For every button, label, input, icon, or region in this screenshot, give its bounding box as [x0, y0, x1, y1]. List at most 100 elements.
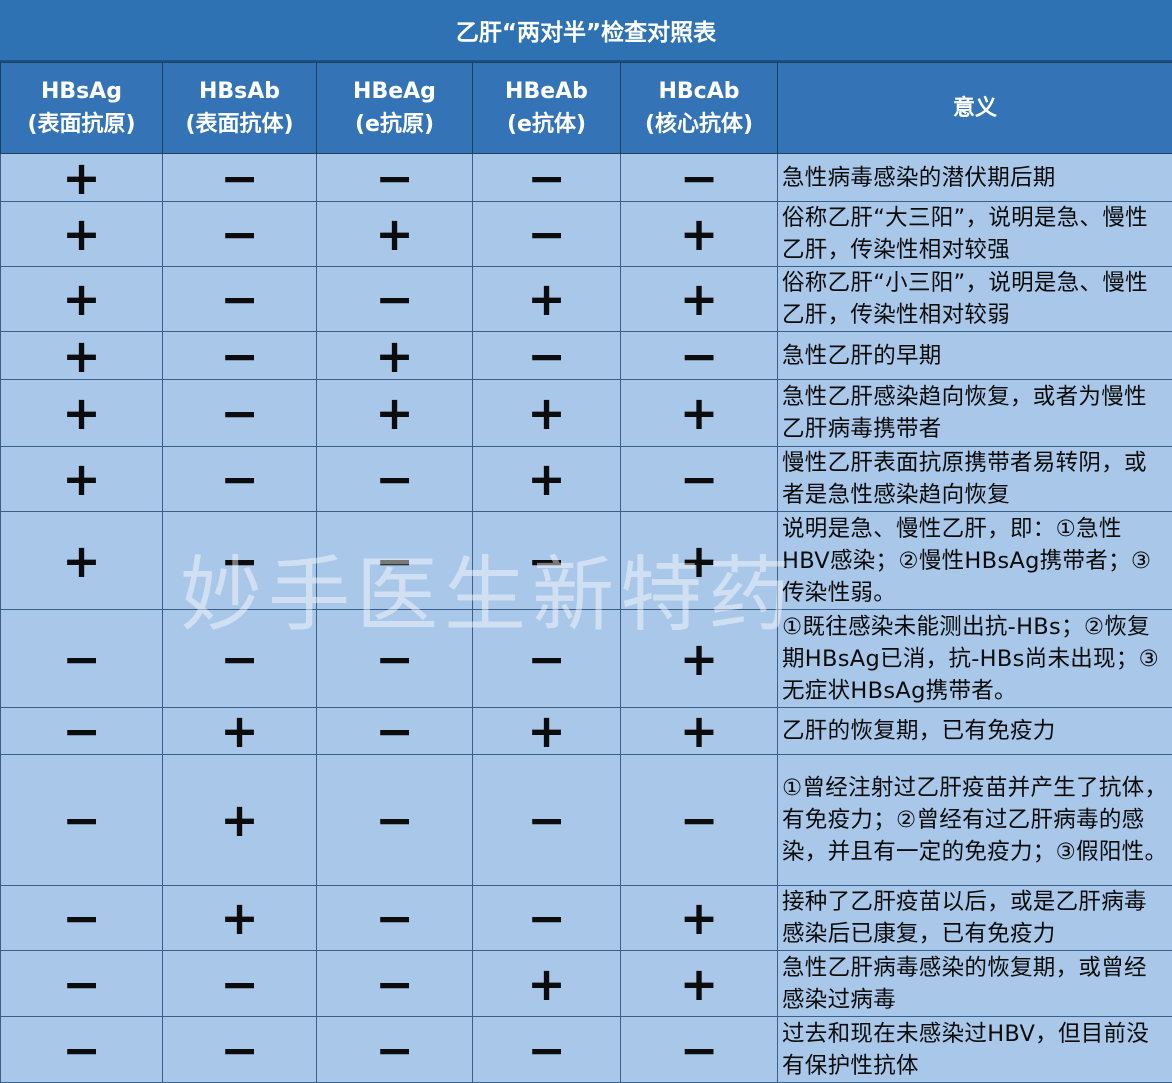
result-cell: +	[621, 886, 778, 951]
result-cell: +	[473, 267, 621, 332]
col-header-hbsag: HBsAg(表面抗原)	[1, 63, 163, 154]
result-cell: +	[473, 951, 621, 1017]
header-row: HBsAg(表面抗原) HBsAb(表面抗体) HBeAg(e抗原) HBeAb…	[1, 63, 1172, 154]
result-cell: +	[473, 708, 621, 755]
result-cell: −	[1, 1017, 163, 1083]
result-cell: +	[621, 267, 778, 332]
meaning-cell: ①既往感染未能测出抗-HBs；②恢复期HBsAg已消，抗-HBs尚未出现；③无症…	[778, 610, 1172, 708]
col-code: HBcAb	[622, 75, 776, 108]
result-cell: +	[1, 380, 163, 447]
result-cell: −	[163, 154, 317, 202]
col-header-hbeab: HBeAb(e抗体)	[473, 63, 621, 154]
hbv-table: HBsAg(表面抗原) HBsAb(表面抗体) HBeAg(e抗原) HBeAb…	[0, 62, 1172, 1083]
result-cell: −	[317, 951, 473, 1017]
result-cell: −	[473, 202, 621, 267]
meaning-cell: 俗称乙肝“大三阳”，说明是急、慢性乙肝，传染性相对较强	[778, 202, 1172, 267]
result-cell: +	[621, 708, 778, 755]
result-cell: −	[317, 610, 473, 708]
col-code: HBeAb	[474, 75, 619, 108]
result-cell: −	[163, 332, 317, 380]
result-cell: +	[1, 267, 163, 332]
result-cell: −	[473, 610, 621, 708]
result-cell: −	[621, 332, 778, 380]
col-desc: (e抗原)	[318, 108, 471, 141]
result-cell: −	[473, 154, 621, 202]
meaning-cell: 急性病毒感染的潜伏期后期	[778, 154, 1172, 202]
result-cell: −	[621, 1017, 778, 1083]
result-cell: −	[163, 951, 317, 1017]
table-row: −−−++急性乙肝病毒感染的恢复期，或曾经感染过病毒	[1, 951, 1172, 1017]
col-code: HBsAg	[2, 75, 161, 108]
result-cell: +	[621, 380, 778, 447]
result-cell: −	[317, 886, 473, 951]
meaning-cell: 俗称乙肝“小三阳”，说明是急、慢性乙肝，传染性相对较弱	[778, 267, 1172, 332]
result-cell: −	[1, 708, 163, 755]
col-code: HBeAg	[318, 75, 471, 108]
result-cell: −	[621, 154, 778, 202]
table-row: +−+−−急性乙肝的早期	[1, 332, 1172, 380]
result-cell: −	[163, 267, 317, 332]
table-row: +−−−+说明是急、慢性乙肝，即：①急性HBV感染；②慢性HBsAg携带者；③传…	[1, 512, 1172, 610]
meaning-cell: ①曾经注射过乙肝疫苗并产生了抗体，有免疫力；②曾经有过乙肝病毒的感染，并且有一定…	[778, 755, 1172, 886]
result-cell: +	[621, 951, 778, 1017]
result-cell: +	[317, 380, 473, 447]
col-desc: (核心抗体)	[622, 108, 776, 141]
col-header-hbsab: HBsAb(表面抗体)	[163, 63, 317, 154]
table-row: −+−−−①曾经注射过乙肝疫苗并产生了抗体，有免疫力；②曾经有过乙肝病毒的感染，…	[1, 755, 1172, 886]
result-cell: +	[163, 708, 317, 755]
result-cell: −	[317, 755, 473, 886]
result-cell: +	[1, 332, 163, 380]
result-cell: −	[473, 886, 621, 951]
result-cell: −	[317, 512, 473, 610]
result-cell: −	[621, 447, 778, 512]
result-cell: −	[621, 755, 778, 886]
table-row: +−+−+俗称乙肝“大三阳”，说明是急、慢性乙肝，传染性相对较强	[1, 202, 1172, 267]
result-cell: +	[1, 154, 163, 202]
table-row: −−−−−过去和现在未感染过HBV，但目前没有保护性抗体	[1, 1017, 1172, 1083]
result-cell: +	[473, 380, 621, 447]
meaning-cell: 说明是急、慢性乙肝，即：①急性HBV感染；②慢性HBsAg携带者；③传染性弱。	[778, 512, 1172, 610]
table-row: −+−++乙肝的恢复期，已有免疫力	[1, 708, 1172, 755]
result-cell: −	[163, 512, 317, 610]
col-header-hbcab: HBcAb(核心抗体)	[621, 63, 778, 154]
result-cell: +	[317, 202, 473, 267]
result-cell: +	[1, 512, 163, 610]
result-cell: −	[163, 202, 317, 267]
col-desc: (e抗体)	[474, 108, 619, 141]
result-cell: −	[163, 1017, 317, 1083]
table-row: +−−+−慢性乙肝表面抗原携带者易转阴，或者是急性感染趋向恢复	[1, 447, 1172, 512]
result-cell: −	[473, 332, 621, 380]
meaning-cell: 乙肝的恢复期，已有免疫力	[778, 708, 1172, 755]
table-row: +−+++急性乙肝感染趋向恢复，或者为慢性乙肝病毒携带者	[1, 380, 1172, 447]
result-cell: −	[317, 267, 473, 332]
result-cell: −	[1, 755, 163, 886]
result-cell: +	[163, 755, 317, 886]
table-row: −+−−+接种了乙肝疫苗以后，或是乙肝病毒感染后已康复，已有免疫力	[1, 886, 1172, 951]
col-header-meaning: 意义	[778, 63, 1172, 154]
result-cell: −	[473, 1017, 621, 1083]
result-cell: +	[1, 202, 163, 267]
result-cell: −	[163, 380, 317, 447]
result-cell: −	[473, 755, 621, 886]
result-cell: +	[317, 332, 473, 380]
result-cell: −	[473, 512, 621, 610]
table-row: +−−++俗称乙肝“小三阳”，说明是急、慢性乙肝，传染性相对较弱	[1, 267, 1172, 332]
result-cell: +	[1, 447, 163, 512]
table-row: −−−−+①既往感染未能测出抗-HBs；②恢复期HBsAg已消，抗-HBs尚未出…	[1, 610, 1172, 708]
result-cell: −	[163, 610, 317, 708]
meaning-cell: 过去和现在未感染过HBV，但目前没有保护性抗体	[778, 1017, 1172, 1083]
col-desc: (表面抗原)	[2, 108, 161, 141]
result-cell: −	[317, 154, 473, 202]
meaning-cell: 急性乙肝的早期	[778, 332, 1172, 380]
result-cell: −	[317, 447, 473, 512]
meaning-cell: 急性乙肝病毒感染的恢复期，或曾经感染过病毒	[778, 951, 1172, 1017]
result-cell: −	[1, 951, 163, 1017]
result-cell: +	[621, 512, 778, 610]
col-header-hbeag: HBeAg(e抗原)	[317, 63, 473, 154]
result-cell: +	[621, 202, 778, 267]
meaning-cell: 接种了乙肝疫苗以后，或是乙肝病毒感染后已康复，已有免疫力	[778, 886, 1172, 951]
result-cell: +	[473, 447, 621, 512]
meaning-cell: 慢性乙肝表面抗原携带者易转阴，或者是急性感染趋向恢复	[778, 447, 1172, 512]
result-cell: +	[621, 610, 778, 708]
table-row: +−−−−急性病毒感染的潜伏期后期	[1, 154, 1172, 202]
